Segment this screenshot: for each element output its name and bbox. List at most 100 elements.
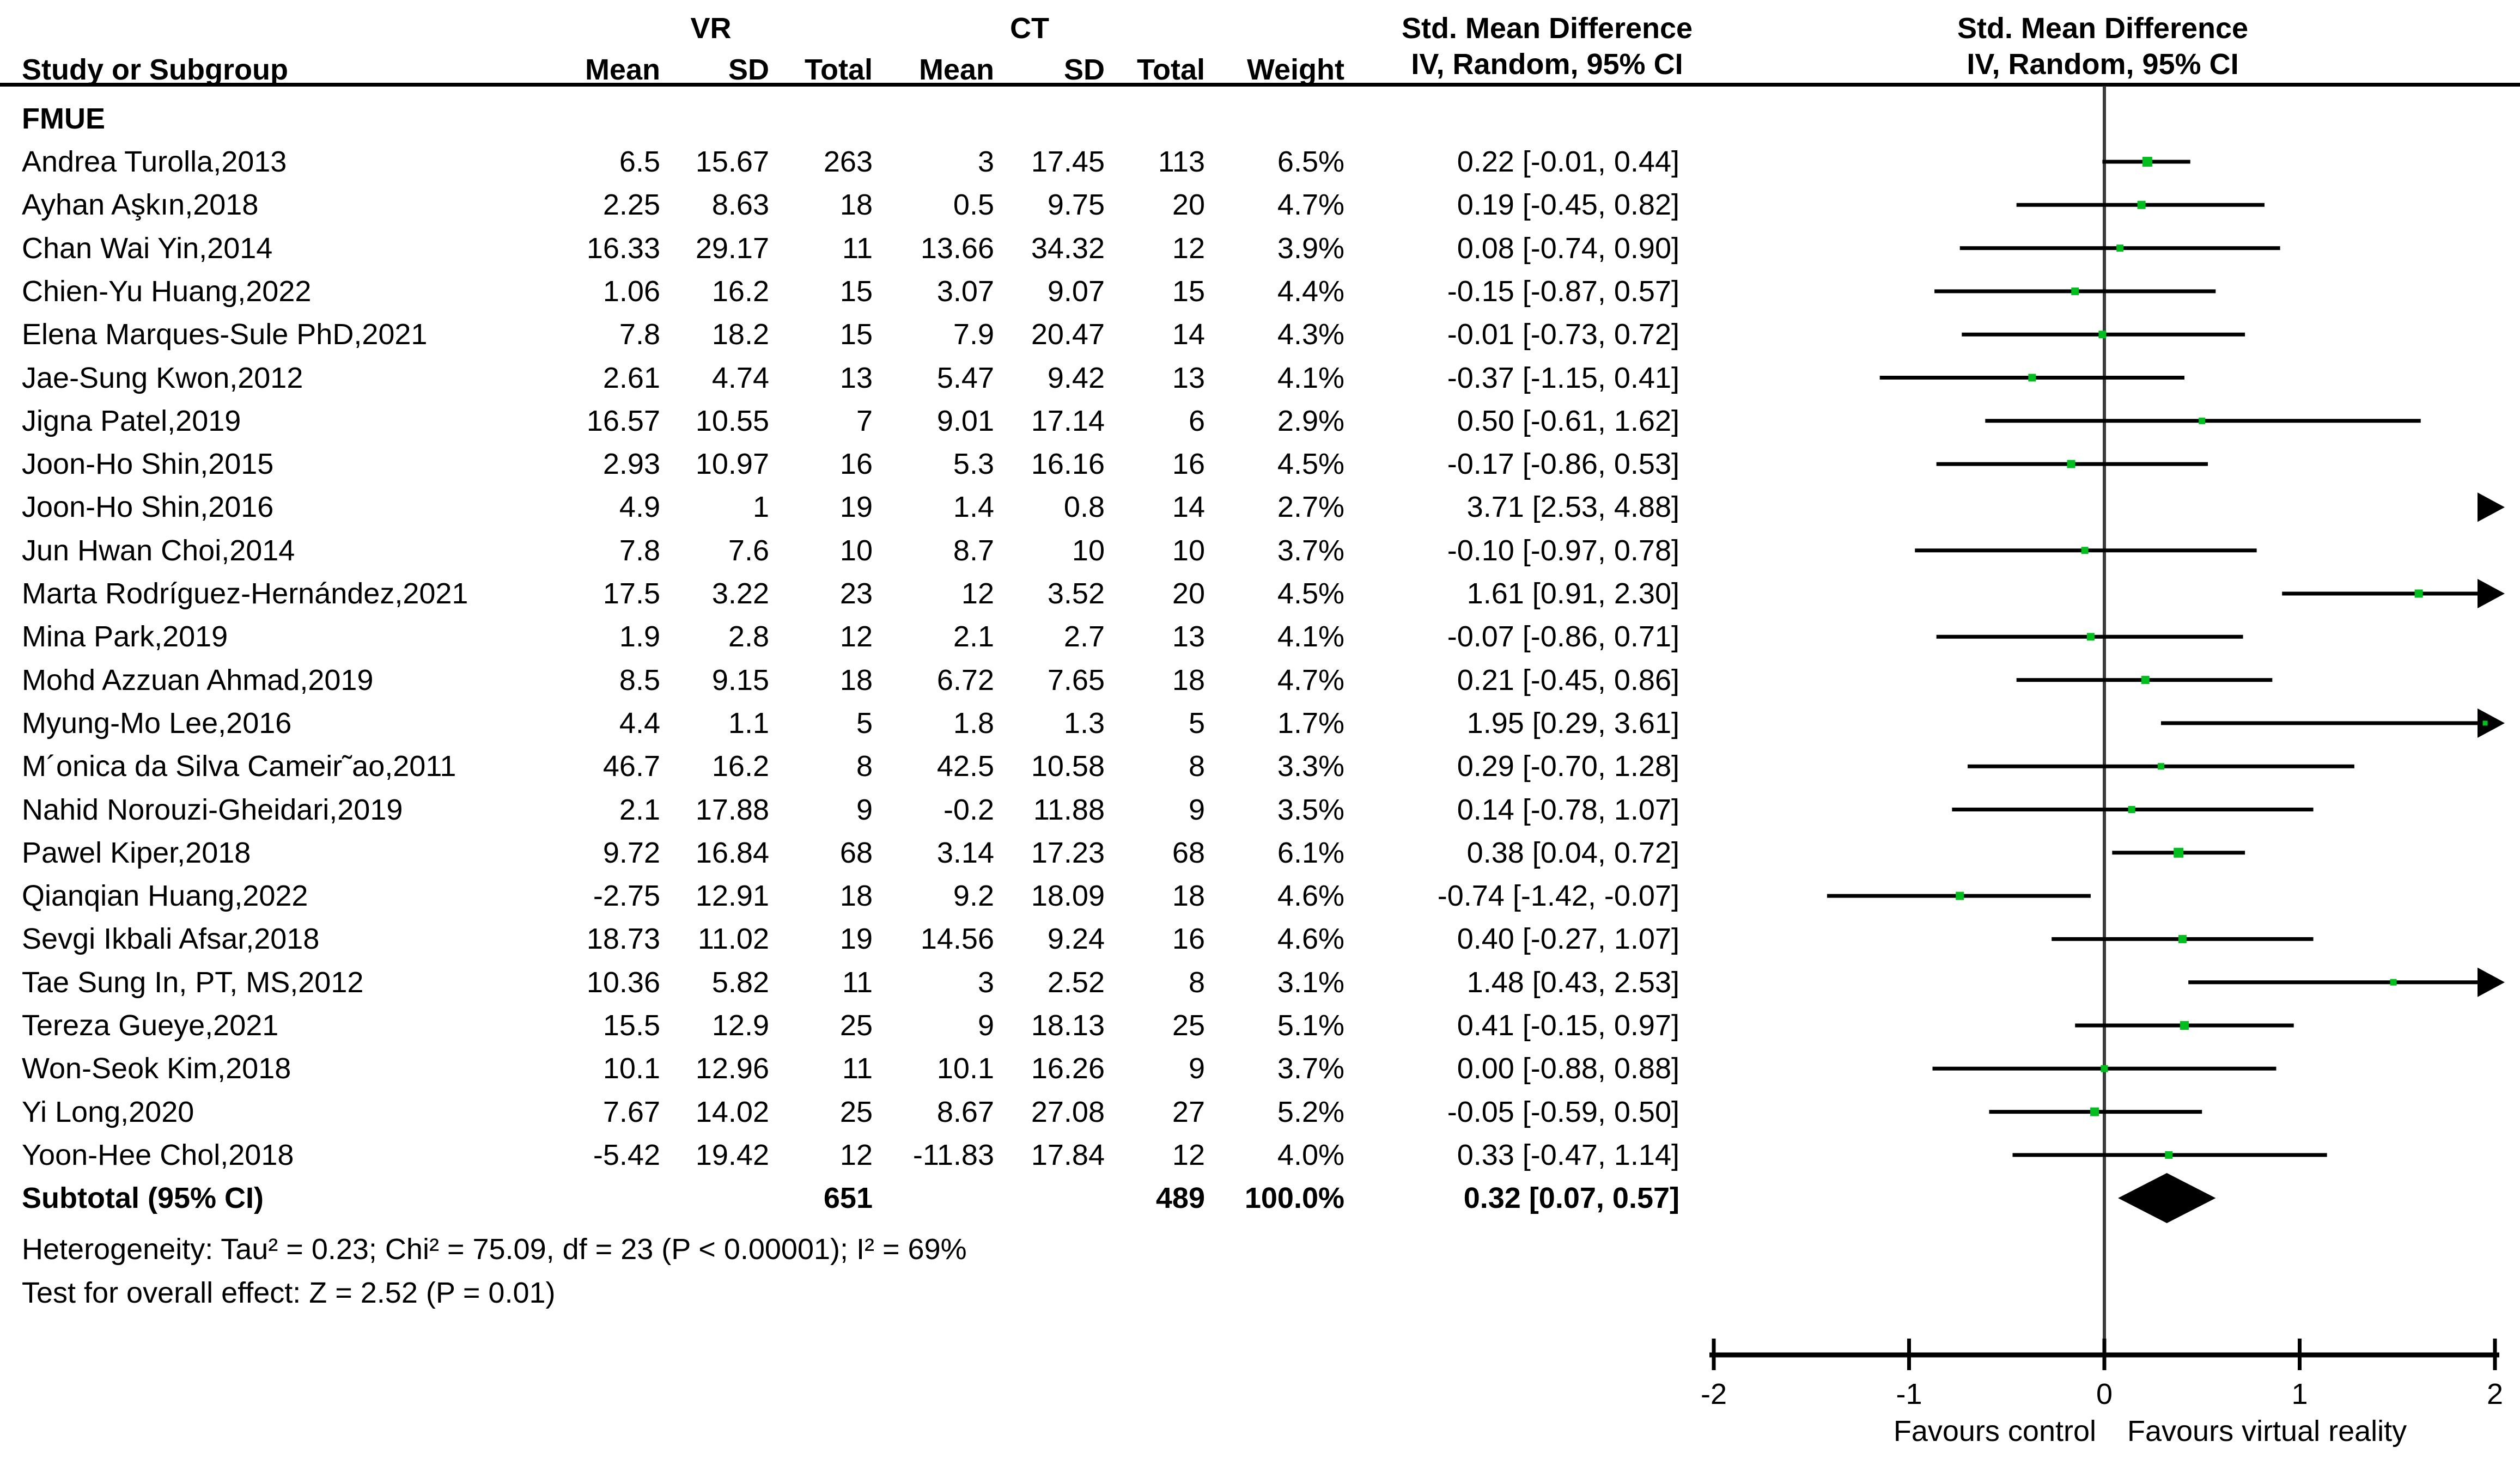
ci-cell: -0.05 [-0.59, 0.50] <box>1447 1095 1679 1128</box>
ct-total-cell: 113 <box>1158 145 1205 178</box>
subtotal-ci-cell: 0.32 [0.07, 0.57] <box>1463 1182 1679 1214</box>
effect-marker <box>2157 763 2164 770</box>
study-row: Elena Marques-Sule PhD,2021 7.8 18.2 15 7.9 2… <box>0 313 1700 356</box>
weight-cell: 2.7% <box>1277 491 1344 524</box>
vr-total-cell: 15 <box>839 318 873 351</box>
ci-cell: 0.00 [-0.88, 0.88] <box>1457 1052 1679 1085</box>
vr-total-cell: 8 <box>856 750 873 783</box>
vr-mean-cell: 7.8 <box>619 318 660 351</box>
weight-cell: 3.7% <box>1277 534 1344 567</box>
vr-total-cell: 15 <box>839 274 873 308</box>
ct-mean-cell: 9.01 <box>936 404 994 437</box>
vr-mean-cell: 6.5 <box>619 145 660 178</box>
study-name-cell: Tae Sung In, PT, MS,2012 <box>22 966 364 999</box>
vr-sd-cell: 15.67 <box>695 145 769 178</box>
vr-total-cell: 11 <box>842 966 873 999</box>
study-row: Pawel Kiper,2018 9.72 16.84 68 3.14 17.23 68 6.… <box>0 831 1700 875</box>
vr-mean-cell: 4.4 <box>619 706 660 740</box>
vr-mean-cell: 7.67 <box>602 1095 660 1128</box>
effect-marker <box>2028 374 2036 382</box>
vr-mean-cell: 46.7 <box>602 750 660 783</box>
ci-cell: 0.08 [-0.74, 0.90] <box>1457 231 1679 265</box>
ct-sd-cell: 10.58 <box>1031 750 1105 783</box>
effect-marker <box>2180 1021 2189 1030</box>
ci-cell: 0.41 [-0.15, 0.97] <box>1457 1009 1679 1042</box>
ct-sd-cell: 9.24 <box>1047 923 1105 956</box>
study-name-cell: Joon-Ho Shin,2015 <box>22 448 274 481</box>
ct-mean-cell: 3 <box>977 145 994 178</box>
vr-mean-cell: 10.1 <box>602 1052 660 1085</box>
study-row: Joon-Ho Shin,2016 4.9 1 19 1.4 0.8 14 2.7% 3.71 … <box>0 485 1700 529</box>
ct-sd-cell: 34.32 <box>1031 231 1105 265</box>
effect-marker <box>2142 157 2152 167</box>
vr-sd-cell: 4.74 <box>711 361 769 394</box>
ci-cell: 0.14 [-0.78, 1.07] <box>1457 793 1679 826</box>
ci-cell: 1.95 [0.29, 3.61] <box>1466 706 1679 740</box>
subtotal-vr-total-cell: 651 <box>823 1182 873 1214</box>
effect-marker <box>2174 847 2184 858</box>
study-row: Jun Hwan Choi,2014 7.8 7.6 10 8.7 10 10 3.7% -0.… <box>0 529 1700 572</box>
vr-mean-cell: 16.57 <box>586 404 660 437</box>
study-row: Ayhan Aşkın,2018 2.25 8.63 18 0.5 9.75 20 4.7% 0… <box>0 183 1700 227</box>
effect-marker <box>2178 934 2187 943</box>
weight-cell: 4.0% <box>1277 1138 1344 1171</box>
ct-sd-cell: 3.52 <box>1047 577 1105 610</box>
study-row: Mina Park,2019 1.9 2.8 12 2.1 2.7 13 4.1% -0.07 … <box>0 615 1700 658</box>
offscale-arrow-icon <box>2478 492 2505 522</box>
ct-mean-cell: -0.2 <box>943 793 994 826</box>
vr-total-cell: 13 <box>839 361 873 394</box>
ct-sd-cell: 18.13 <box>1031 1009 1105 1042</box>
ct-total-cell: 8 <box>1188 750 1205 783</box>
vr-mean-cell: 10.36 <box>586 966 660 999</box>
vr-total-cell: 7 <box>856 404 873 437</box>
study-name-cell: M´onica da Silva Cameir˜ao,2011 <box>22 750 456 783</box>
effect-marker <box>2101 1065 2108 1072</box>
study-name-cell: Sevgi Ikbali Afsar,2018 <box>22 923 320 956</box>
ct-mean-cell: 12 <box>961 577 994 610</box>
vr-total-cell: 9 <box>856 793 873 826</box>
study-row: Chan Wai Yin,2014 16.33 29.17 11 13.66 34.32 1… <box>0 227 1700 270</box>
ct-sd-cell: 16.26 <box>1031 1052 1105 1085</box>
ct-mean-cell: 6.72 <box>936 663 994 697</box>
ct-mean-cell: -11.83 <box>912 1138 994 1171</box>
ct-sd-cell: 9.07 <box>1047 274 1105 308</box>
study-name-cell: Andrea Turolla,2013 <box>22 145 287 178</box>
ct-total-cell: 18 <box>1172 879 1205 913</box>
weight-cell: 4.1% <box>1277 620 1344 653</box>
effect-marker <box>2086 633 2095 641</box>
smd-left-header-line2: IV, Random, 95% CI <box>1411 48 1683 81</box>
ct-sd-cell: 1.3 <box>1063 706 1105 740</box>
vr-sd-cell: 16.84 <box>695 836 769 869</box>
vr-mean-cell: 1.9 <box>619 620 660 653</box>
vr-total-cell: 16 <box>839 448 873 481</box>
ct-sd-cell: 17.45 <box>1031 145 1105 178</box>
ci-arrow-icon <box>2478 579 2505 608</box>
vr-total-cell: 68 <box>839 836 873 869</box>
column-header-vr-sd: SD <box>728 53 769 86</box>
vr-mean-cell: 2.1 <box>619 793 660 826</box>
effect-marker <box>2067 460 2075 468</box>
ci-cell: 0.22 [-0.01, 0.44] <box>1457 145 1679 178</box>
study-row: Marta Rodríguez-Hernández,2021 17.5 3.22 23… <box>0 572 1700 615</box>
ct-total-cell: 9 <box>1188 1052 1205 1085</box>
ci-cell: 0.38 [0.04, 0.72] <box>1466 836 1679 869</box>
effect-marker <box>2414 589 2423 598</box>
subtotal-row: Subtotal (95% CI) 651 489 100.0% 0.32 [0.07,… <box>0 1176 1700 1220</box>
study-row: Qianqian Huang,2022 -2.75 12.91 18 9.2 18.09 1… <box>0 874 1700 918</box>
effect-marker <box>2482 720 2488 726</box>
vr-total-cell: 11 <box>842 1052 873 1085</box>
vr-sd-cell: 9.15 <box>711 663 769 697</box>
weight-cell: 5.1% <box>1277 1009 1344 1042</box>
ct-mean-cell: 3.07 <box>936 274 994 308</box>
weight-cell: 3.3% <box>1277 750 1344 783</box>
study-name-cell: Mohd Azzuan Ahmad,2019 <box>22 663 374 697</box>
ct-mean-cell: 3 <box>977 966 994 999</box>
study-row: Chien-Yu Huang,2022 1.06 16.2 15 3.07 9.07 15 4… <box>0 270 1700 313</box>
weight-cell: 1.7% <box>1277 706 1344 740</box>
ci-cell: -0.17 [-0.86, 0.53] <box>1447 448 1679 481</box>
weight-cell: 3.1% <box>1277 966 1344 999</box>
study-name-cell: Nahid Norouzi-Gheidari,2019 <box>22 793 403 826</box>
vr-sd-cell: 7.6 <box>728 534 769 567</box>
vr-sd-cell: 10.97 <box>695 448 769 481</box>
